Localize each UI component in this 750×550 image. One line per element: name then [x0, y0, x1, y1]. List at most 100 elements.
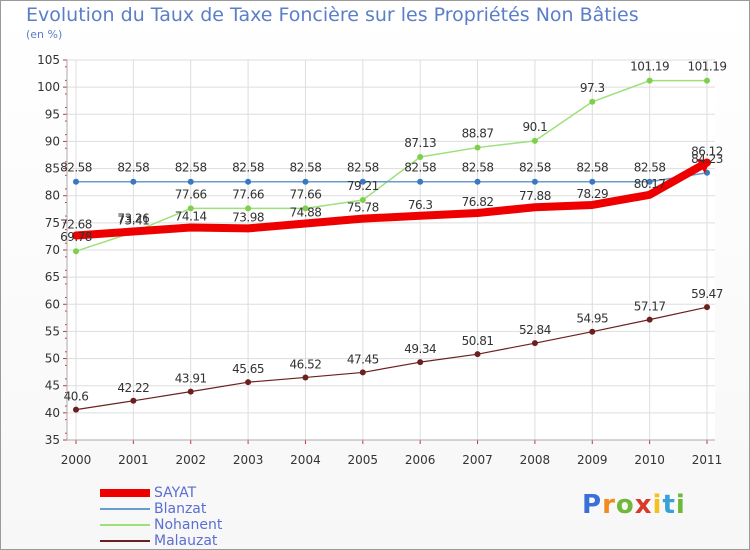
data-point-nohanent: [531, 137, 538, 144]
x-tick-label: 2000: [61, 453, 92, 467]
data-label-malauzat: 52.84: [519, 323, 551, 337]
data-point-blanzat: [187, 178, 194, 185]
legend-item-nohanent: Nohanent: [100, 517, 222, 533]
data-point-malauzat: [302, 374, 309, 381]
data-label-nohanent: 101.19: [630, 60, 669, 74]
data-label-malauzat: 47.45: [347, 352, 379, 366]
legend-label: Nohanent: [154, 517, 223, 533]
data-point-blanzat: [302, 178, 309, 185]
legend-item-blanzat: Blanzat: [100, 501, 222, 517]
x-tick-label: 2010: [634, 453, 665, 467]
x-tick-label: 2009: [577, 453, 608, 467]
logo-letter: x: [634, 490, 653, 520]
data-label-malauzat: 42.22: [117, 381, 149, 395]
data-label-sayat: 75.78: [347, 201, 379, 215]
logo-letter: i: [675, 490, 686, 520]
data-point-nohanent: [646, 77, 653, 84]
data-label-nohanent: 97.3: [580, 81, 605, 95]
y-tick-label: 75: [45, 216, 60, 230]
data-label-blanzat: 82.58: [634, 161, 666, 175]
data-label-sayat: 86.12: [691, 144, 723, 158]
data-point-malauzat: [245, 379, 252, 386]
data-label-malauzat: 50.81: [462, 334, 494, 348]
data-point-malauzat: [531, 340, 538, 347]
data-label-sayat: 74.88: [290, 206, 322, 220]
data-label-blanzat: 82.58: [117, 161, 149, 175]
y-tick-label: 80: [45, 189, 60, 203]
x-tick-label: 2008: [520, 453, 551, 467]
x-tick-label: 2001: [118, 453, 149, 467]
data-point-blanzat: [73, 178, 79, 185]
data-label-blanzat: 82.58: [347, 161, 379, 175]
series-arrow-sayat: [696, 158, 711, 174]
data-label-malauzat: 49.34: [404, 342, 436, 356]
data-label-sayat: 80.17: [634, 177, 666, 191]
legend-swatch: [100, 524, 150, 526]
data-point-nohanent: [187, 205, 194, 212]
data-point-blanzat: [474, 178, 481, 185]
data-point-blanzat: [359, 178, 366, 185]
chart-subtitle: (en %): [26, 28, 63, 41]
data-point-nohanent: [474, 144, 481, 151]
data-label-nohanent: 77.66: [232, 187, 264, 201]
data-label-malauzat: 46.52: [290, 357, 322, 371]
y-tick-label: 105: [37, 53, 60, 67]
logo-letter: t: [662, 490, 676, 520]
x-tick-label: 2003: [233, 453, 264, 467]
y-tick-label: 40: [45, 406, 60, 420]
data-label-blanzat: 84.23: [691, 152, 723, 166]
y-tick-label: 65: [45, 270, 60, 284]
data-label-sayat: 74.14: [175, 210, 207, 224]
data-point-blanzat: [531, 178, 538, 185]
x-tick-label: 2005: [348, 453, 379, 467]
data-point-malauzat: [359, 369, 366, 376]
y-tick-label: 70: [45, 243, 60, 257]
legend-item-sayat: SAYAT: [100, 485, 222, 501]
data-label-nohanent: 88.87: [462, 127, 494, 141]
data-point-malauzat: [130, 397, 137, 404]
data-label-sayat: 77.88: [519, 189, 551, 203]
logo-letter: o: [615, 490, 635, 520]
data-label-malauzat: 40.6: [64, 390, 89, 404]
logo-letter: P: [582, 490, 603, 520]
data-point-nohanent: [417, 154, 424, 161]
legend-label: Blanzat: [154, 501, 207, 517]
logo-letter: r: [602, 490, 616, 520]
data-label-sayat: 73.41: [117, 213, 149, 227]
data-label-nohanent: 77.66: [290, 187, 322, 201]
data-label-nohanent: 87.13: [404, 136, 436, 150]
y-tick-label: 90: [45, 134, 60, 148]
y-tick-label: 50: [45, 352, 60, 366]
data-label-nohanent: 77.66: [175, 187, 207, 201]
data-point-blanzat: [130, 178, 137, 185]
data-label-blanzat: 82.58: [175, 161, 207, 175]
legend-item-malauzat: Malauzat: [100, 533, 222, 549]
x-tick-label: 2002: [175, 453, 206, 467]
data-point-malauzat: [589, 328, 596, 335]
data-label-sayat: 76.3: [408, 198, 433, 212]
data-label-blanzat: 82.58: [576, 161, 608, 175]
data-point-blanzat: [245, 178, 252, 185]
data-point-nohanent: [359, 197, 366, 204]
legend-label: Malauzat: [154, 533, 218, 549]
data-label-blanzat: 82.58: [60, 161, 92, 175]
data-point-malauzat: [646, 316, 653, 323]
data-label-blanzat: 82.58: [290, 161, 322, 175]
data-point-blanzat: [417, 178, 424, 185]
x-tick-label: 2011: [692, 453, 723, 467]
series-line-sayat: [72, 158, 711, 240]
series-line-blanzat: [75, 172, 708, 183]
data-label-nohanent: 101.19: [688, 60, 727, 74]
data-label-nohanent: 69.78: [60, 230, 92, 244]
x-tick-label: 2006: [405, 453, 436, 467]
data-label-nohanent: 79.21: [347, 179, 379, 193]
data-label-blanzat: 82.58: [462, 161, 494, 175]
data-point-malauzat: [73, 406, 79, 413]
data-point-blanzat: [646, 178, 653, 185]
data-label-malauzat: 54.95: [576, 312, 608, 326]
data-label-blanzat: 82.58: [232, 161, 264, 175]
data-label-nohanent: 73.26: [117, 211, 149, 225]
y-tick-label: 45: [45, 379, 60, 393]
data-point-malauzat: [187, 388, 194, 395]
